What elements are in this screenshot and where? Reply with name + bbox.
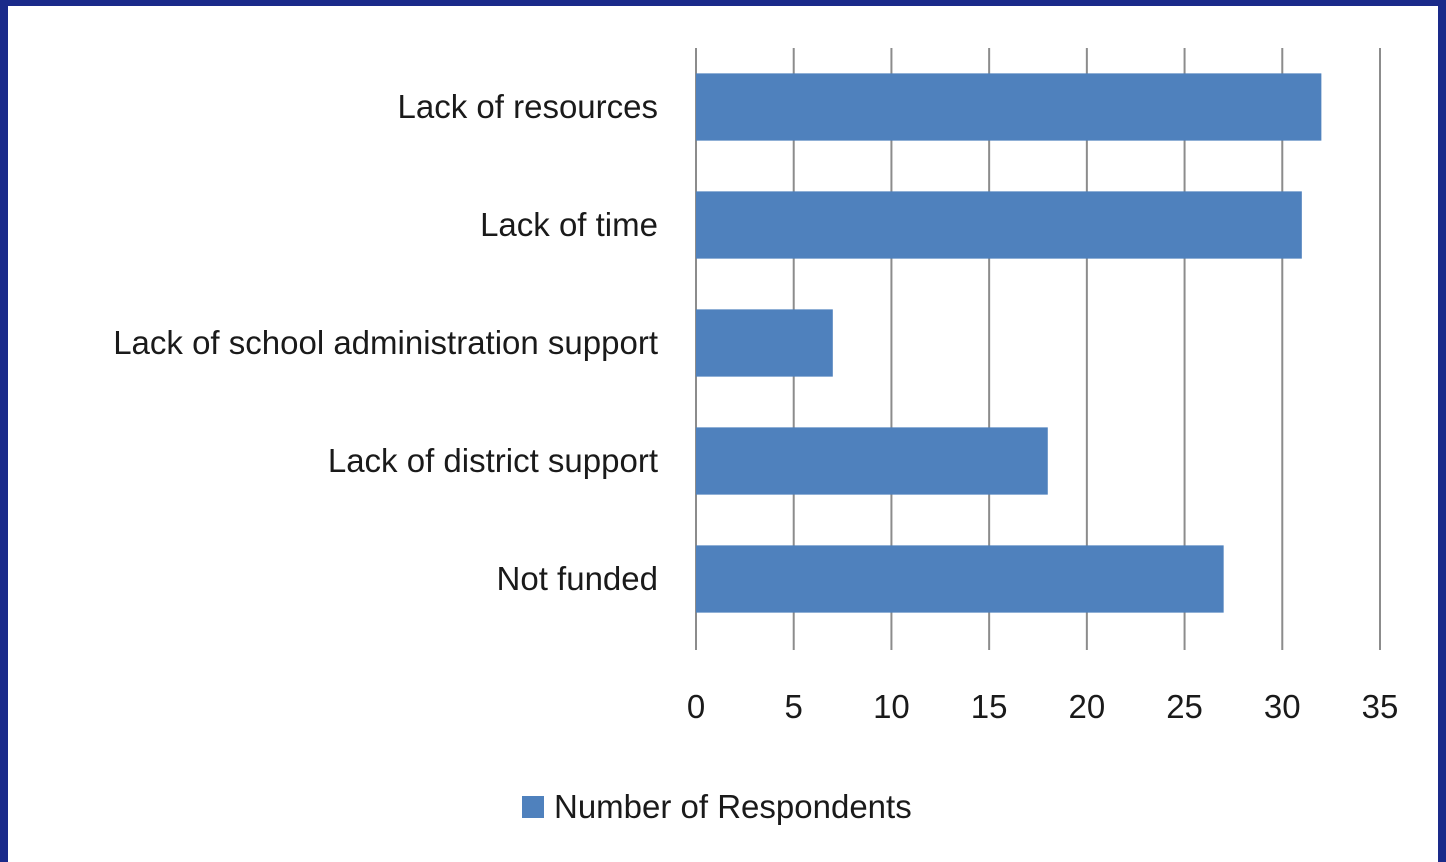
legend: Number of Respondents xyxy=(522,788,912,825)
bar-lack-of-time xyxy=(696,191,1302,259)
category-label: Lack of district support xyxy=(328,442,658,479)
x-tick-label: 15 xyxy=(971,688,1008,725)
chart-frame: Lack of resources Lack of time Lack of sch… xyxy=(8,6,1438,862)
category-label: Not funded xyxy=(497,560,658,597)
x-tick-label: 25 xyxy=(1166,688,1203,725)
category-labels: Lack of resources Lack of time Lack of sch… xyxy=(113,88,658,597)
gridlines xyxy=(695,48,1381,650)
x-tick-label: 5 xyxy=(785,688,803,725)
bar-lack-of-district-support xyxy=(696,427,1048,495)
x-tick-label: 35 xyxy=(1362,688,1399,725)
bar-chart: Lack of resources Lack of time Lack of sch… xyxy=(113,48,1399,825)
tick-labels: 0 5 10 15 20 25 30 35 xyxy=(687,688,1399,725)
bar-lack-of-resources xyxy=(696,73,1322,141)
x-tick-label: 0 xyxy=(687,688,705,725)
x-tick-label: 10 xyxy=(873,688,910,725)
bar-lack-of-school-administration-support xyxy=(696,309,833,377)
category-label: Lack of school administration support xyxy=(113,324,658,361)
category-label: Lack of time xyxy=(480,206,658,243)
category-label: Lack of resources xyxy=(398,88,658,125)
bars xyxy=(696,73,1322,613)
bar-not-funded xyxy=(696,545,1224,613)
x-tick-label: 20 xyxy=(1068,688,1105,725)
legend-swatch xyxy=(522,796,544,818)
legend-label: Number of Respondents xyxy=(554,788,912,825)
x-tick-label: 30 xyxy=(1264,688,1301,725)
